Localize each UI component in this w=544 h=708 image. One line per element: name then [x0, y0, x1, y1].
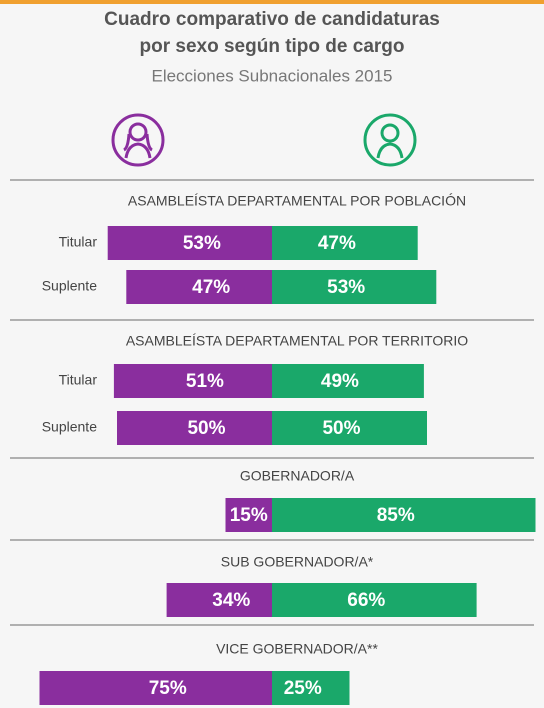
row-label: Suplente [42, 419, 97, 435]
bar-men [272, 270, 437, 304]
bar-women [107, 226, 272, 260]
bar-men [272, 226, 418, 260]
value-label: 34% [212, 590, 250, 611]
man-icon [363, 113, 417, 167]
row-label: Titular [59, 372, 98, 388]
section-title: VICE GOBERNADOR/A** [216, 641, 378, 657]
bar-women [166, 583, 272, 617]
bar-women [113, 364, 273, 398]
value-label: 25% [284, 678, 322, 699]
value-label: 51% [186, 371, 224, 392]
value-label: 53% [327, 277, 365, 298]
value-label: 53% [183, 233, 221, 254]
value-label: 85% [377, 505, 415, 526]
bar-women [117, 411, 272, 445]
subtitle: Elecciones Subnacionales 2015 [151, 66, 392, 85]
top-border [0, 0, 544, 4]
section-title: ASAMBLEÍSTA DEPARTAMENTAL POR TERRITORIO [126, 333, 468, 349]
bar-men [272, 364, 424, 398]
value-label: 50% [322, 418, 360, 439]
value-label: 47% [192, 277, 230, 298]
value-label: 75% [149, 678, 187, 699]
section-title: SUB GOBERNADOR/A* [221, 554, 374, 570]
bar-men [272, 498, 536, 532]
value-label: 50% [187, 418, 225, 439]
woman-icon [111, 113, 165, 167]
value-label: 47% [318, 233, 356, 254]
value-label: 66% [347, 590, 385, 611]
bar-men [272, 671, 350, 705]
section-title: GOBERNADOR/A [240, 468, 355, 484]
bar-men [272, 411, 427, 445]
bar-women [39, 671, 272, 705]
row-label: Titular [59, 234, 98, 250]
section-title: ASAMBLEÍSTA DEPARTAMENTAL POR POBLACIÓN [128, 193, 466, 209]
bar-women [225, 498, 272, 532]
title-line: Cuadro comparativo de candidaturas [104, 9, 440, 30]
title-line: por sexo según tipo de cargo [140, 36, 405, 57]
bar-men [272, 583, 477, 617]
value-label: 49% [321, 371, 359, 392]
bar-women [126, 270, 272, 304]
row-label: Suplente [42, 278, 97, 294]
value-label: 15% [230, 505, 268, 526]
